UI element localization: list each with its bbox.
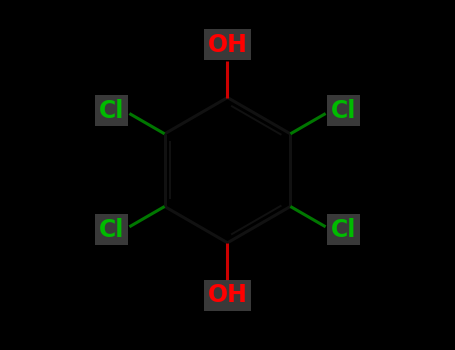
Text: Cl: Cl [331,218,356,242]
Text: OH: OH [207,284,248,307]
Text: Cl: Cl [331,99,356,122]
Text: OH: OH [207,33,248,57]
Text: Cl: Cl [99,99,124,122]
Text: Cl: Cl [99,218,124,242]
